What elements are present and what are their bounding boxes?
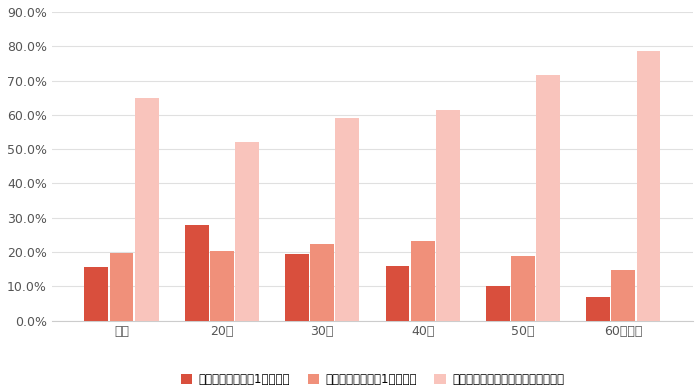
Bar — [386, 266, 410, 321]
Bar — [310, 244, 334, 321]
Bar — [486, 286, 510, 321]
Bar — [587, 297, 610, 321]
Bar — [285, 254, 309, 321]
Bar — [335, 118, 359, 321]
Bar — [210, 251, 234, 321]
Bar — [511, 256, 535, 321]
Bar — [611, 270, 636, 321]
Bar — [235, 142, 259, 321]
Bar — [134, 98, 158, 321]
Bar — [536, 75, 560, 321]
Bar — [85, 267, 108, 321]
Bar — [636, 51, 660, 321]
Bar — [436, 110, 460, 321]
Bar — [411, 241, 435, 321]
Bar — [110, 253, 134, 321]
Bar — [185, 224, 209, 321]
Legend: 現在通っている（1年未満）, 現在通っている（1年以上）, 以前通っていたが今は通っていない: 現在通っている（1年未満）, 現在通っている（1年以上）, 以前通っていたが今は… — [181, 373, 564, 386]
